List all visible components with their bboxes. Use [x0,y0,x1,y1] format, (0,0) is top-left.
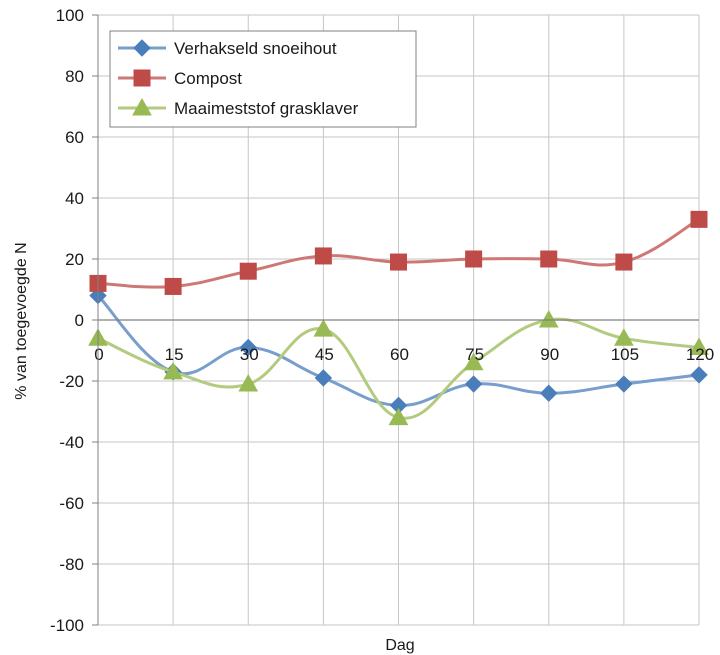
x-tick-label: 75 [465,345,484,364]
series-lines [88,210,709,426]
legend-swatch-marker [133,69,151,87]
data-point [390,253,407,271]
legend-swatch-marker [133,39,151,57]
data-point [690,366,708,384]
x-tick-label: 0 [94,345,103,364]
data-point [313,319,334,337]
x-tick-label: 15 [165,345,184,364]
data-point [615,253,633,271]
x-tick-label: 60 [390,345,409,364]
legend-label: Verhakseld snoeihout [174,39,337,58]
data-point [239,262,257,280]
legend: Verhakseld snoeihout Compost Maaimeststof … [109,30,417,128]
data-point [463,352,484,371]
data-point [465,250,483,268]
x-axis-title: Dag [385,637,414,654]
y-tick-label: -80 [59,555,84,574]
series-2 [88,309,709,426]
data-point [164,277,182,295]
y-axis-title: % van toegevoegde N [13,242,30,399]
y-tick-label: 20 [65,250,84,269]
data-point [689,337,709,355]
x-tick-label: 45 [315,345,334,364]
y-axis: 100 80 60 40 20 0 -20 -40 -60 -80 -100 [50,6,99,635]
data-point [690,210,708,228]
x-axis: 0 15 30 45 60 75 90 105 120 [94,319,714,364]
data-point [163,361,183,380]
x-tick-label: 30 [240,345,259,364]
data-point [314,247,332,265]
y-tick-label: -40 [59,433,84,452]
series-1 [89,210,708,295]
data-point [238,374,259,392]
series-line [96,294,700,407]
x-tick-label: 120 [686,345,714,364]
legend-label: Maaimeststof grasklaver [174,99,359,118]
data-point [540,250,558,268]
y-tick-label: 80 [65,67,84,86]
x-tick-label: 90 [540,345,559,364]
y-tick-label: 60 [65,128,84,147]
data-point [615,375,633,393]
data-point [314,369,333,387]
legend-label: Compost [174,69,242,88]
data-point [538,309,559,328]
y-tick-label: 100 [56,6,84,25]
y-tick-label: -60 [59,494,84,513]
y-tick-label: 40 [65,189,84,208]
data-point [614,328,634,346]
y-tick-label: 0 [75,311,84,330]
legend-swatch-marker [132,97,152,116]
data-point [239,338,257,357]
x-tick-label: 105 [611,345,639,364]
y-tick-label: -20 [59,372,84,391]
data-point [540,384,558,402]
data-point [388,407,409,426]
y-tick-label: -100 [50,616,84,635]
data-point [464,375,483,393]
